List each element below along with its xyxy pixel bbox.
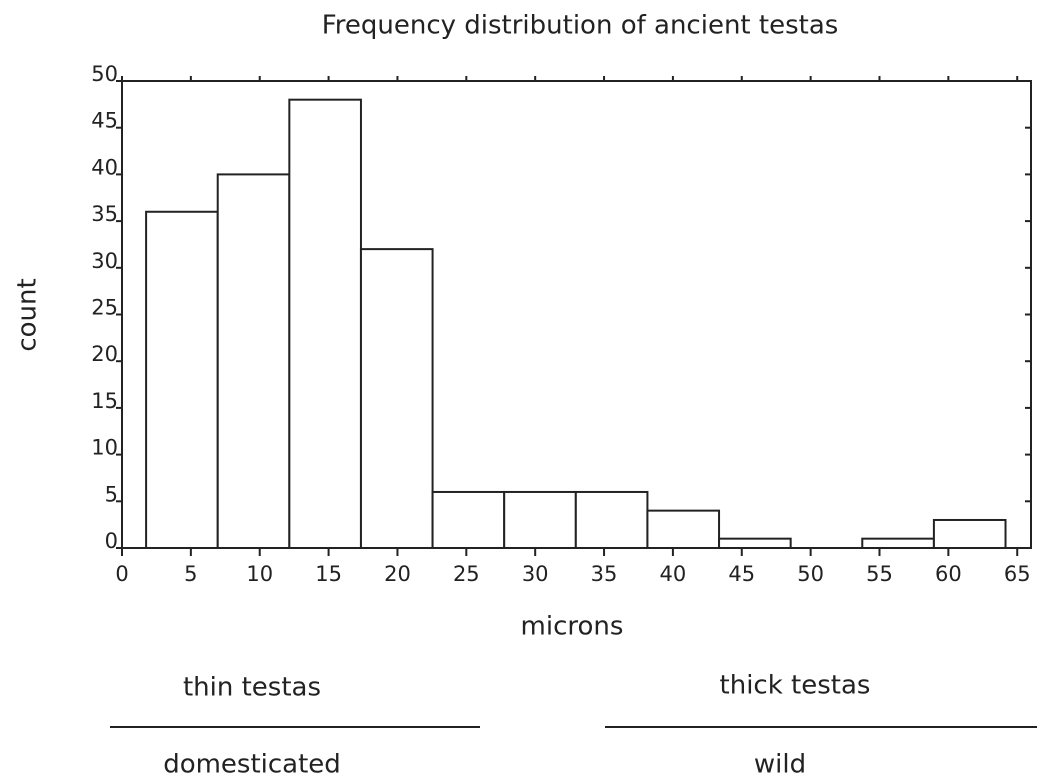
x-tick-label: 60 (935, 562, 962, 586)
y-tick-label: 30 (91, 249, 118, 273)
bar (574, 490, 649, 549)
y-tick-label: 40 (91, 155, 118, 179)
x-tick-label: 30 (522, 562, 549, 586)
annotation: domesticated (163, 750, 341, 780)
y-tick-label: 0 (105, 529, 118, 553)
bar (216, 173, 291, 549)
y-tick-label: 10 (91, 436, 118, 460)
annotation: thin testas (183, 673, 321, 703)
x-tick-label: 40 (660, 562, 687, 586)
bar (932, 518, 1007, 549)
x-tick-label: 35 (591, 562, 618, 586)
y-tick-label: 45 (91, 109, 118, 133)
y-tick-label: 35 (91, 202, 118, 226)
y-tick-label: 20 (91, 342, 118, 366)
y-tick-label: 50 (91, 62, 118, 86)
bar (861, 537, 935, 549)
bar (431, 490, 506, 549)
x-tick-label: 50 (797, 562, 824, 586)
y-axis-label: count (13, 278, 43, 351)
x-axis-label: microns (521, 612, 624, 642)
x-tick-label: 10 (246, 562, 273, 586)
y-tick-label: 25 (91, 296, 118, 320)
chart-title: Frequency distribution of ancient testas (322, 11, 839, 41)
x-tick-label: 5 (184, 562, 197, 586)
bar (503, 490, 577, 549)
x-tick-label: 15 (315, 562, 342, 586)
bar (288, 98, 362, 550)
x-tick-label: 65 (1004, 562, 1031, 586)
y-tick-label: 5 (105, 482, 118, 506)
x-tick-label: 0 (115, 562, 128, 586)
annotation: wild (754, 750, 806, 780)
bar (359, 248, 434, 549)
bar (145, 210, 219, 549)
y-tick-label: 15 (91, 389, 118, 413)
x-tick-label: 25 (453, 562, 480, 586)
annotation: thick testas (720, 671, 871, 701)
x-tick-label: 55 (866, 562, 893, 586)
x-tick-label: 45 (728, 562, 755, 586)
bar (718, 537, 792, 549)
bar (646, 509, 721, 550)
x-tick-label: 20 (384, 562, 411, 586)
